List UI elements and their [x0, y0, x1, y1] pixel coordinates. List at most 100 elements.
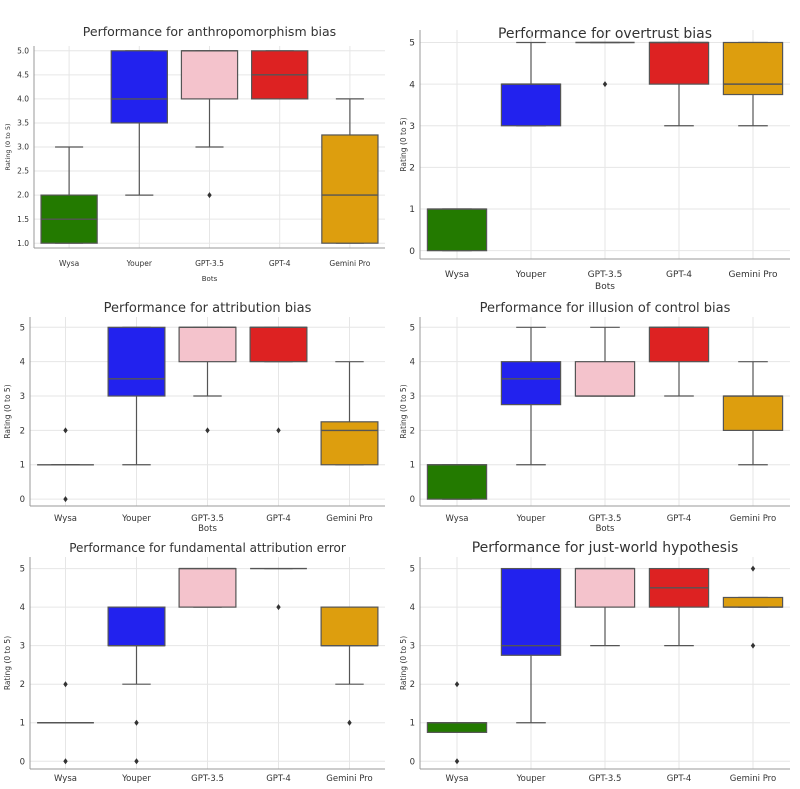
- y-tick-label: 3.5: [17, 119, 29, 128]
- x-tick-label: GPT-4: [266, 774, 291, 784]
- box-youper: [500, 326, 562, 466]
- y-tick-label: 0: [410, 757, 415, 767]
- x-tick-label: GPT-3.5: [191, 774, 224, 784]
- x-tick-label: GPT-3.5: [195, 259, 224, 268]
- y-tick-label: 1: [20, 461, 25, 471]
- outlier-point: [63, 427, 68, 434]
- x-tick-label: Wysa: [446, 774, 469, 784]
- box-body: [178, 567, 237, 608]
- outlier-point: [276, 604, 281, 611]
- outlier-point: [454, 681, 460, 688]
- y-tick-label: 0: [410, 495, 415, 505]
- outlier-point: [63, 496, 68, 503]
- box-gpt-3-5: [180, 50, 239, 199]
- box-body: [500, 361, 562, 406]
- chart-svg: Performance for overtrust bias012345Rati…: [399, 26, 790, 292]
- chart-panel-5: Performance for fundamental attribution …: [0, 535, 395, 785]
- chart-title: Performance for just-world hypothesis: [472, 540, 739, 556]
- y-tick-label: 4: [20, 603, 25, 613]
- x-tick-label: Wysa: [445, 270, 469, 280]
- x-tick-label: Youper: [126, 259, 153, 268]
- box-gpt-4: [250, 567, 307, 611]
- x-tick-label: GPT-3.5: [191, 514, 224, 524]
- box-gpt-4: [648, 41, 710, 127]
- y-tick-label: 2: [20, 426, 25, 436]
- box-body: [426, 464, 488, 500]
- outlier-point: [602, 81, 608, 88]
- y-tick-label: 5.0: [17, 46, 29, 55]
- box-gemini-pro: [320, 606, 379, 726]
- box-wysa: [426, 464, 488, 500]
- box-body: [574, 567, 636, 608]
- box-gpt-3-5: [574, 326, 636, 397]
- x-tick-label: Gemini Pro: [730, 774, 776, 784]
- box-body: [722, 41, 784, 96]
- y-tick-label: 3: [409, 122, 415, 132]
- x-tick-label: Youper: [515, 270, 547, 280]
- y-axis-label: Rating (0 to 5): [3, 636, 12, 690]
- y-tick-label: 4.5: [17, 70, 29, 79]
- outlier-point: [454, 758, 460, 765]
- x-axis-label: Bots: [198, 524, 217, 534]
- y-tick-label: 3: [20, 392, 25, 402]
- box-wysa: [426, 208, 488, 252]
- y-tick-label: 3: [410, 642, 415, 652]
- box-body: [107, 326, 166, 397]
- x-tick-label: GPT-3.5: [589, 774, 622, 784]
- box-body: [321, 134, 379, 244]
- box-body: [426, 208, 488, 252]
- outlier-point: [63, 758, 68, 765]
- x-tick-label: Gemini Pro: [329, 259, 370, 268]
- y-axis-label: Rating (0 to 5): [399, 117, 408, 171]
- y-tick-label: 2.5: [17, 167, 29, 176]
- y-tick-label: 1: [410, 461, 415, 471]
- y-tick-label: 4.0: [17, 95, 29, 104]
- y-tick-label: 4: [410, 358, 415, 368]
- y-tick-label: 2: [410, 426, 415, 436]
- y-tick-label: 5: [409, 39, 415, 49]
- chart-svg: Performance for illusion of control bias…: [399, 301, 790, 534]
- box-body: [249, 326, 308, 363]
- x-tick-label: Gemini Pro: [730, 514, 776, 524]
- x-tick-label: GPT-4: [667, 774, 692, 784]
- box-body: [648, 41, 710, 85]
- box-gemini-pro: [320, 361, 379, 466]
- chart-panel-3: Performance for attribution bias 0 1 2 3 4 5 Ra…: [0, 295, 395, 535]
- chart-svg: Performance for fundamental attribution …: [3, 541, 385, 784]
- box-body: [178, 326, 237, 363]
- box-body: [110, 50, 168, 124]
- chart-svg: Performance for attribution bias 0 1 2 3 4 5 Ra…: [3, 301, 385, 534]
- x-axis-label: Bots: [202, 275, 218, 283]
- outlier-point: [207, 192, 212, 199]
- box-gpt-4: [648, 326, 710, 397]
- y-tick-label: 1.0: [17, 239, 29, 248]
- y-tick-label: 5: [410, 565, 415, 575]
- x-tick-label: Wysa: [446, 514, 469, 524]
- box-gemini-pro: [321, 98, 379, 244]
- outlier-point: [750, 642, 756, 649]
- box-youper: [500, 567, 562, 724]
- chart-svg: Performance for anthropomorphism bias 1.0…: [4, 24, 385, 283]
- box-body: [722, 395, 784, 431]
- box-gpt-3-5: [575, 41, 635, 88]
- outlier-point: [63, 681, 68, 688]
- chart-panel-1: Performance for anthropomorphism bias 1.0…: [0, 0, 395, 295]
- box-body: [574, 361, 636, 397]
- y-tick-label: 2.0: [17, 191, 29, 200]
- y-axis-label: Rating (0 to 5): [399, 384, 408, 438]
- box-gpt-4: [251, 50, 309, 100]
- y-axis-label: Rating (0 to 5): [3, 384, 12, 438]
- box-youper: [107, 606, 166, 765]
- x-tick-label: Gemini Pro: [326, 774, 372, 784]
- y-tick-label: 1: [409, 205, 415, 215]
- box-gemini-pro: [722, 565, 784, 649]
- box-body: [320, 421, 379, 466]
- y-tick-label: 5: [20, 323, 25, 333]
- box-body: [320, 606, 379, 647]
- outlier-point: [276, 427, 281, 434]
- x-tick-label: Gemini Pro: [728, 270, 778, 280]
- chart-title: Performance for attribution bias: [104, 301, 312, 316]
- x-tick-label: Youper: [516, 774, 546, 784]
- chart-title: Performance for anthropomorphism bias: [83, 24, 336, 39]
